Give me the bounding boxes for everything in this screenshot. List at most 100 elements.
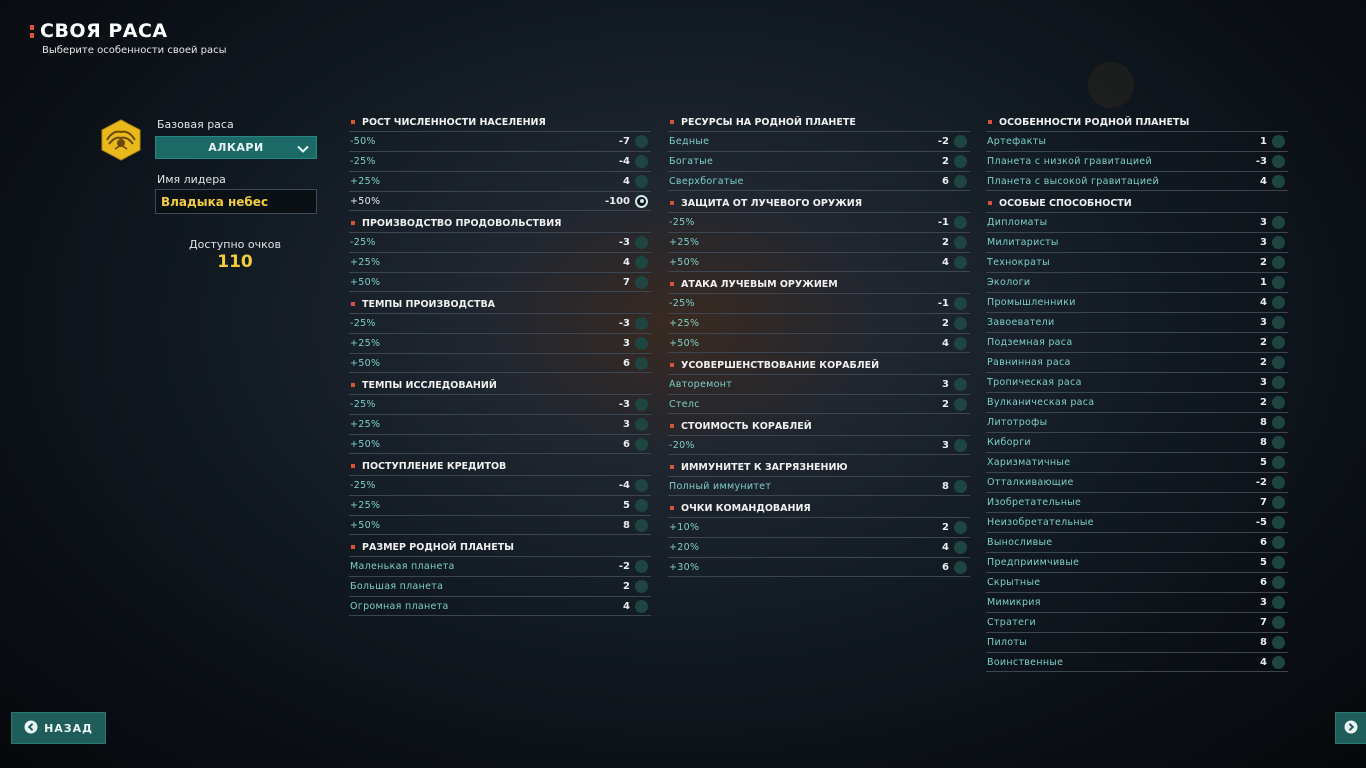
trait-option-row[interactable]: +50% 4 (668, 252, 970, 272)
radio-unselected-icon[interactable] (635, 175, 648, 188)
radio-unselected-icon[interactable] (954, 336, 967, 350)
radio-unselected-icon[interactable] (635, 479, 648, 492)
radio-unselected-icon[interactable] (1272, 516, 1285, 529)
trait-option-row[interactable]: Изобретательные 7 (986, 492, 1288, 512)
radio-unselected-icon[interactable] (954, 297, 967, 310)
trait-option-row[interactable]: Неизобретательные -5 (986, 512, 1288, 532)
trait-option-row[interactable]: Сверхбогатые 6 (668, 171, 970, 191)
radio-unselected-icon[interactable] (954, 255, 967, 269)
trait-option-row[interactable]: +20% 4 (668, 537, 970, 557)
radio-unselected-icon[interactable] (1272, 296, 1285, 309)
radio-unselected-icon[interactable] (1272, 416, 1285, 429)
trait-option-row[interactable]: +25% 4 (349, 252, 651, 272)
radio-unselected-icon[interactable] (954, 397, 967, 411)
radio-unselected-icon[interactable] (1272, 174, 1285, 188)
trait-option-row[interactable]: Литотрофы 8 (986, 412, 1288, 432)
trait-option-row[interactable]: +10% 2 (668, 517, 970, 537)
trait-option-row[interactable]: Киборги 8 (986, 432, 1288, 452)
radio-unselected-icon[interactable] (635, 398, 648, 411)
radio-unselected-icon[interactable] (954, 541, 967, 554)
trait-option-row[interactable]: +50% 4 (668, 333, 970, 353)
trait-option-row[interactable]: Авторемонт 3 (668, 374, 970, 394)
radio-unselected-icon[interactable] (635, 155, 648, 168)
trait-option-row[interactable]: -25% -3 (349, 394, 651, 414)
trait-option-row[interactable]: -25% -3 (349, 313, 651, 333)
back-button[interactable]: НАЗАД (11, 712, 106, 744)
radio-unselected-icon[interactable] (954, 135, 967, 148)
radio-unselected-icon[interactable] (635, 580, 648, 593)
trait-option-row[interactable]: Выносливые 6 (986, 532, 1288, 552)
trait-option-row[interactable]: +25% 3 (349, 333, 651, 353)
radio-unselected-icon[interactable] (1272, 356, 1285, 369)
trait-option-row[interactable]: Маленькая планета -2 (349, 556, 651, 576)
trait-option-row[interactable]: Предприимчивые 5 (986, 552, 1288, 572)
trait-option-row[interactable]: Пилоты 8 (986, 632, 1288, 652)
trait-option-row[interactable]: -25% -4 (349, 475, 651, 495)
radio-unselected-icon[interactable] (1272, 476, 1285, 489)
trait-option-row[interactable]: -25% -1 (668, 212, 970, 232)
trait-option-row[interactable]: Тропическая раса 3 (986, 372, 1288, 392)
radio-selected-icon[interactable] (635, 194, 648, 208)
trait-option-row[interactable]: +25% 3 (349, 414, 651, 434)
radio-unselected-icon[interactable] (1272, 456, 1285, 469)
trait-option-row[interactable]: Промышленники 4 (986, 292, 1288, 312)
radio-unselected-icon[interactable] (954, 438, 967, 452)
trait-option-row[interactable]: -50% -7 (349, 131, 651, 151)
trait-option-row[interactable]: +25% 2 (668, 232, 970, 252)
radio-unselected-icon[interactable] (954, 521, 967, 534)
leader-name-input[interactable] (155, 189, 317, 214)
radio-unselected-icon[interactable] (1272, 596, 1285, 609)
radio-unselected-icon[interactable] (635, 337, 648, 350)
trait-option-row[interactable]: Равнинная раса 2 (986, 352, 1288, 372)
radio-unselected-icon[interactable] (1272, 236, 1285, 249)
trait-option-row[interactable]: +25% 4 (349, 171, 651, 191)
radio-unselected-icon[interactable] (1272, 396, 1285, 409)
trait-option-row[interactable]: Мимикрия 3 (986, 592, 1288, 612)
radio-unselected-icon[interactable] (954, 174, 967, 188)
trait-option-row[interactable]: Артефакты 1 (986, 131, 1288, 151)
radio-unselected-icon[interactable] (1272, 536, 1285, 549)
radio-unselected-icon[interactable] (954, 216, 967, 229)
radio-unselected-icon[interactable] (1272, 256, 1285, 269)
radio-unselected-icon[interactable] (954, 560, 967, 574)
radio-unselected-icon[interactable] (1272, 556, 1285, 569)
radio-unselected-icon[interactable] (635, 256, 648, 269)
trait-option-row[interactable]: Полный иммунитет 8 (668, 476, 970, 496)
radio-unselected-icon[interactable] (635, 560, 648, 573)
trait-option-row[interactable]: Воинственные 4 (986, 652, 1288, 672)
radio-unselected-icon[interactable] (1272, 496, 1285, 509)
radio-unselected-icon[interactable] (1272, 155, 1285, 168)
trait-option-row[interactable]: Стратеги 7 (986, 612, 1288, 632)
radio-unselected-icon[interactable] (635, 518, 648, 532)
radio-unselected-icon[interactable] (635, 418, 648, 431)
radio-unselected-icon[interactable] (635, 275, 648, 289)
trait-option-row[interactable]: -20% 3 (668, 435, 970, 455)
radio-unselected-icon[interactable] (954, 236, 967, 249)
radio-unselected-icon[interactable] (635, 236, 648, 249)
radio-unselected-icon[interactable] (635, 356, 648, 370)
trait-option-row[interactable]: Отталкивающие -2 (986, 472, 1288, 492)
radio-unselected-icon[interactable] (1272, 216, 1285, 229)
radio-unselected-icon[interactable] (1272, 336, 1285, 349)
radio-unselected-icon[interactable] (635, 499, 648, 512)
radio-unselected-icon[interactable] (1272, 576, 1285, 589)
radio-unselected-icon[interactable] (635, 135, 648, 148)
base-race-select[interactable]: АЛКАРИ (155, 136, 317, 159)
trait-option-row[interactable]: Дипломаты 3 (986, 212, 1288, 232)
trait-option-row[interactable]: +30% 6 (668, 557, 970, 577)
trait-option-row[interactable]: +50% 8 (349, 515, 651, 535)
radio-unselected-icon[interactable] (1272, 316, 1285, 329)
radio-unselected-icon[interactable] (1272, 436, 1285, 449)
radio-unselected-icon[interactable] (954, 479, 967, 493)
trait-option-row[interactable]: +50% 7 (349, 272, 651, 292)
radio-unselected-icon[interactable] (1272, 636, 1285, 649)
radio-unselected-icon[interactable] (954, 378, 967, 391)
radio-unselected-icon[interactable] (954, 317, 967, 330)
trait-option-row[interactable]: Планета с низкой гравитацией -3 (986, 151, 1288, 171)
radio-unselected-icon[interactable] (635, 599, 648, 613)
trait-option-row[interactable]: Экологи 1 (986, 272, 1288, 292)
trait-option-row[interactable]: Большая планета 2 (349, 576, 651, 596)
trait-option-row[interactable]: +25% 2 (668, 313, 970, 333)
radio-unselected-icon[interactable] (1272, 376, 1285, 389)
trait-option-row[interactable]: Стелс 2 (668, 394, 970, 414)
